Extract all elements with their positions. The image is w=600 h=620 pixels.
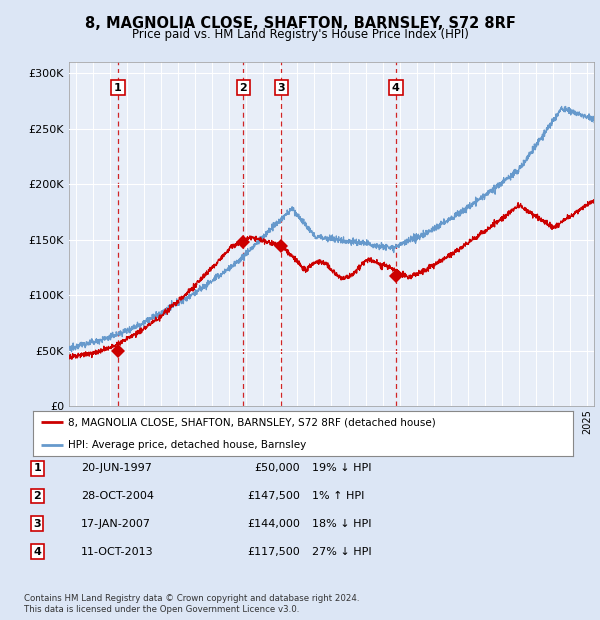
Text: 17-JAN-2007: 17-JAN-2007: [81, 519, 151, 529]
Text: 8, MAGNOLIA CLOSE, SHAFTON, BARNSLEY, S72 8RF: 8, MAGNOLIA CLOSE, SHAFTON, BARNSLEY, S7…: [85, 16, 515, 30]
Text: 28-OCT-2004: 28-OCT-2004: [81, 491, 154, 501]
Text: Contains HM Land Registry data © Crown copyright and database right 2024.
This d: Contains HM Land Registry data © Crown c…: [24, 595, 359, 614]
Text: 4: 4: [33, 547, 41, 557]
Text: HPI: Average price, detached house, Barnsley: HPI: Average price, detached house, Barn…: [68, 440, 307, 450]
Text: 20-JUN-1997: 20-JUN-1997: [81, 463, 152, 473]
Text: 11-OCT-2013: 11-OCT-2013: [81, 547, 154, 557]
Text: £144,000: £144,000: [247, 519, 300, 529]
Text: 1% ↑ HPI: 1% ↑ HPI: [312, 491, 364, 501]
Text: 27% ↓ HPI: 27% ↓ HPI: [312, 547, 371, 557]
Text: £147,500: £147,500: [247, 491, 300, 501]
Text: 1: 1: [34, 463, 41, 473]
Text: 3: 3: [34, 519, 41, 529]
Text: Price paid vs. HM Land Registry's House Price Index (HPI): Price paid vs. HM Land Registry's House …: [131, 28, 469, 41]
Text: 3: 3: [277, 82, 285, 92]
Text: 4: 4: [392, 82, 400, 92]
Text: 2: 2: [239, 82, 247, 92]
Text: 2: 2: [34, 491, 41, 501]
Text: 8, MAGNOLIA CLOSE, SHAFTON, BARNSLEY, S72 8RF (detached house): 8, MAGNOLIA CLOSE, SHAFTON, BARNSLEY, S7…: [68, 417, 436, 427]
Text: 19% ↓ HPI: 19% ↓ HPI: [312, 463, 371, 473]
Text: 18% ↓ HPI: 18% ↓ HPI: [312, 519, 371, 529]
Text: £50,000: £50,000: [254, 463, 300, 473]
Text: £117,500: £117,500: [247, 547, 300, 557]
Text: 1: 1: [114, 82, 122, 92]
